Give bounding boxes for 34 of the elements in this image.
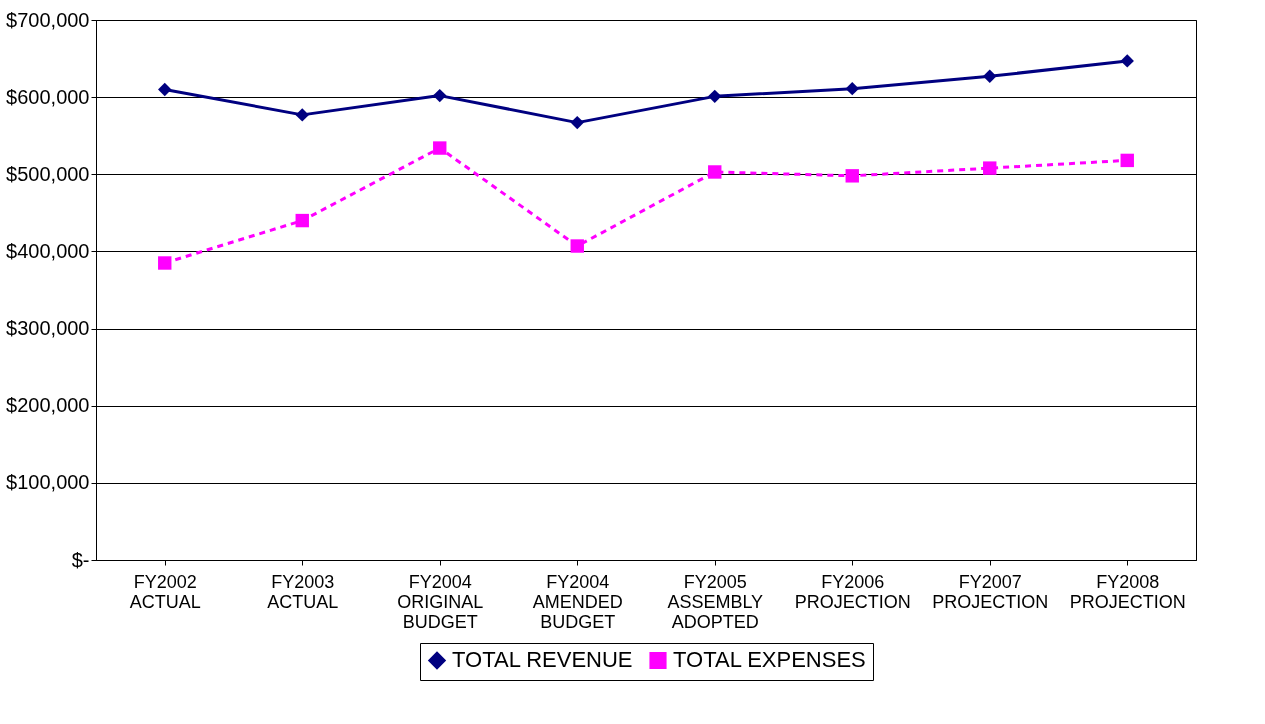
point <box>158 256 172 270</box>
x-tick-label: FY2004 AMENDED BUDGET <box>532 571 623 632</box>
point <box>1120 153 1134 168</box>
point <box>845 81 859 96</box>
x-tick-label: FY2004 ORIGINAL BUDGET <box>397 571 484 632</box>
y-tick-label: $600,000 <box>6 85 90 108</box>
y-tick-label: $- <box>71 548 90 571</box>
point <box>983 161 997 175</box>
legend-label: TOTAL REVENUE <box>452 647 633 673</box>
y-tick-label: $700,000 <box>6 8 90 31</box>
y-tick-label: $100,000 <box>6 471 90 494</box>
point <box>570 239 584 253</box>
point <box>1120 54 1134 68</box>
y-tick-label: $200,000 <box>6 394 90 417</box>
legend-label: TOTAL EXPENSES <box>673 647 866 673</box>
point <box>158 82 172 97</box>
point <box>295 213 309 228</box>
x-tick-label: FY2007 PROJECTION <box>932 571 1049 612</box>
point <box>570 115 584 130</box>
point <box>708 89 722 104</box>
y-tick-label: $300,000 <box>6 317 90 340</box>
y-tick-label: $500,000 <box>6 162 90 185</box>
point <box>845 169 859 183</box>
x-tick-label: FY2003 ACTUAL <box>267 571 339 612</box>
x-tick-label: FY2008 PROJECTION <box>1069 571 1186 612</box>
point <box>708 165 722 179</box>
point <box>433 88 447 103</box>
x-tick-label: FY2006 PROJECTION <box>794 571 911 612</box>
point <box>295 108 309 122</box>
point <box>983 69 997 84</box>
x-tick-label: FY2005 ASSEMBLY ADOPTED <box>667 571 764 632</box>
x-tick-label: FY2002 ACTUAL <box>129 571 201 612</box>
y-tick-label: $400,000 <box>6 239 90 262</box>
point <box>433 141 447 155</box>
